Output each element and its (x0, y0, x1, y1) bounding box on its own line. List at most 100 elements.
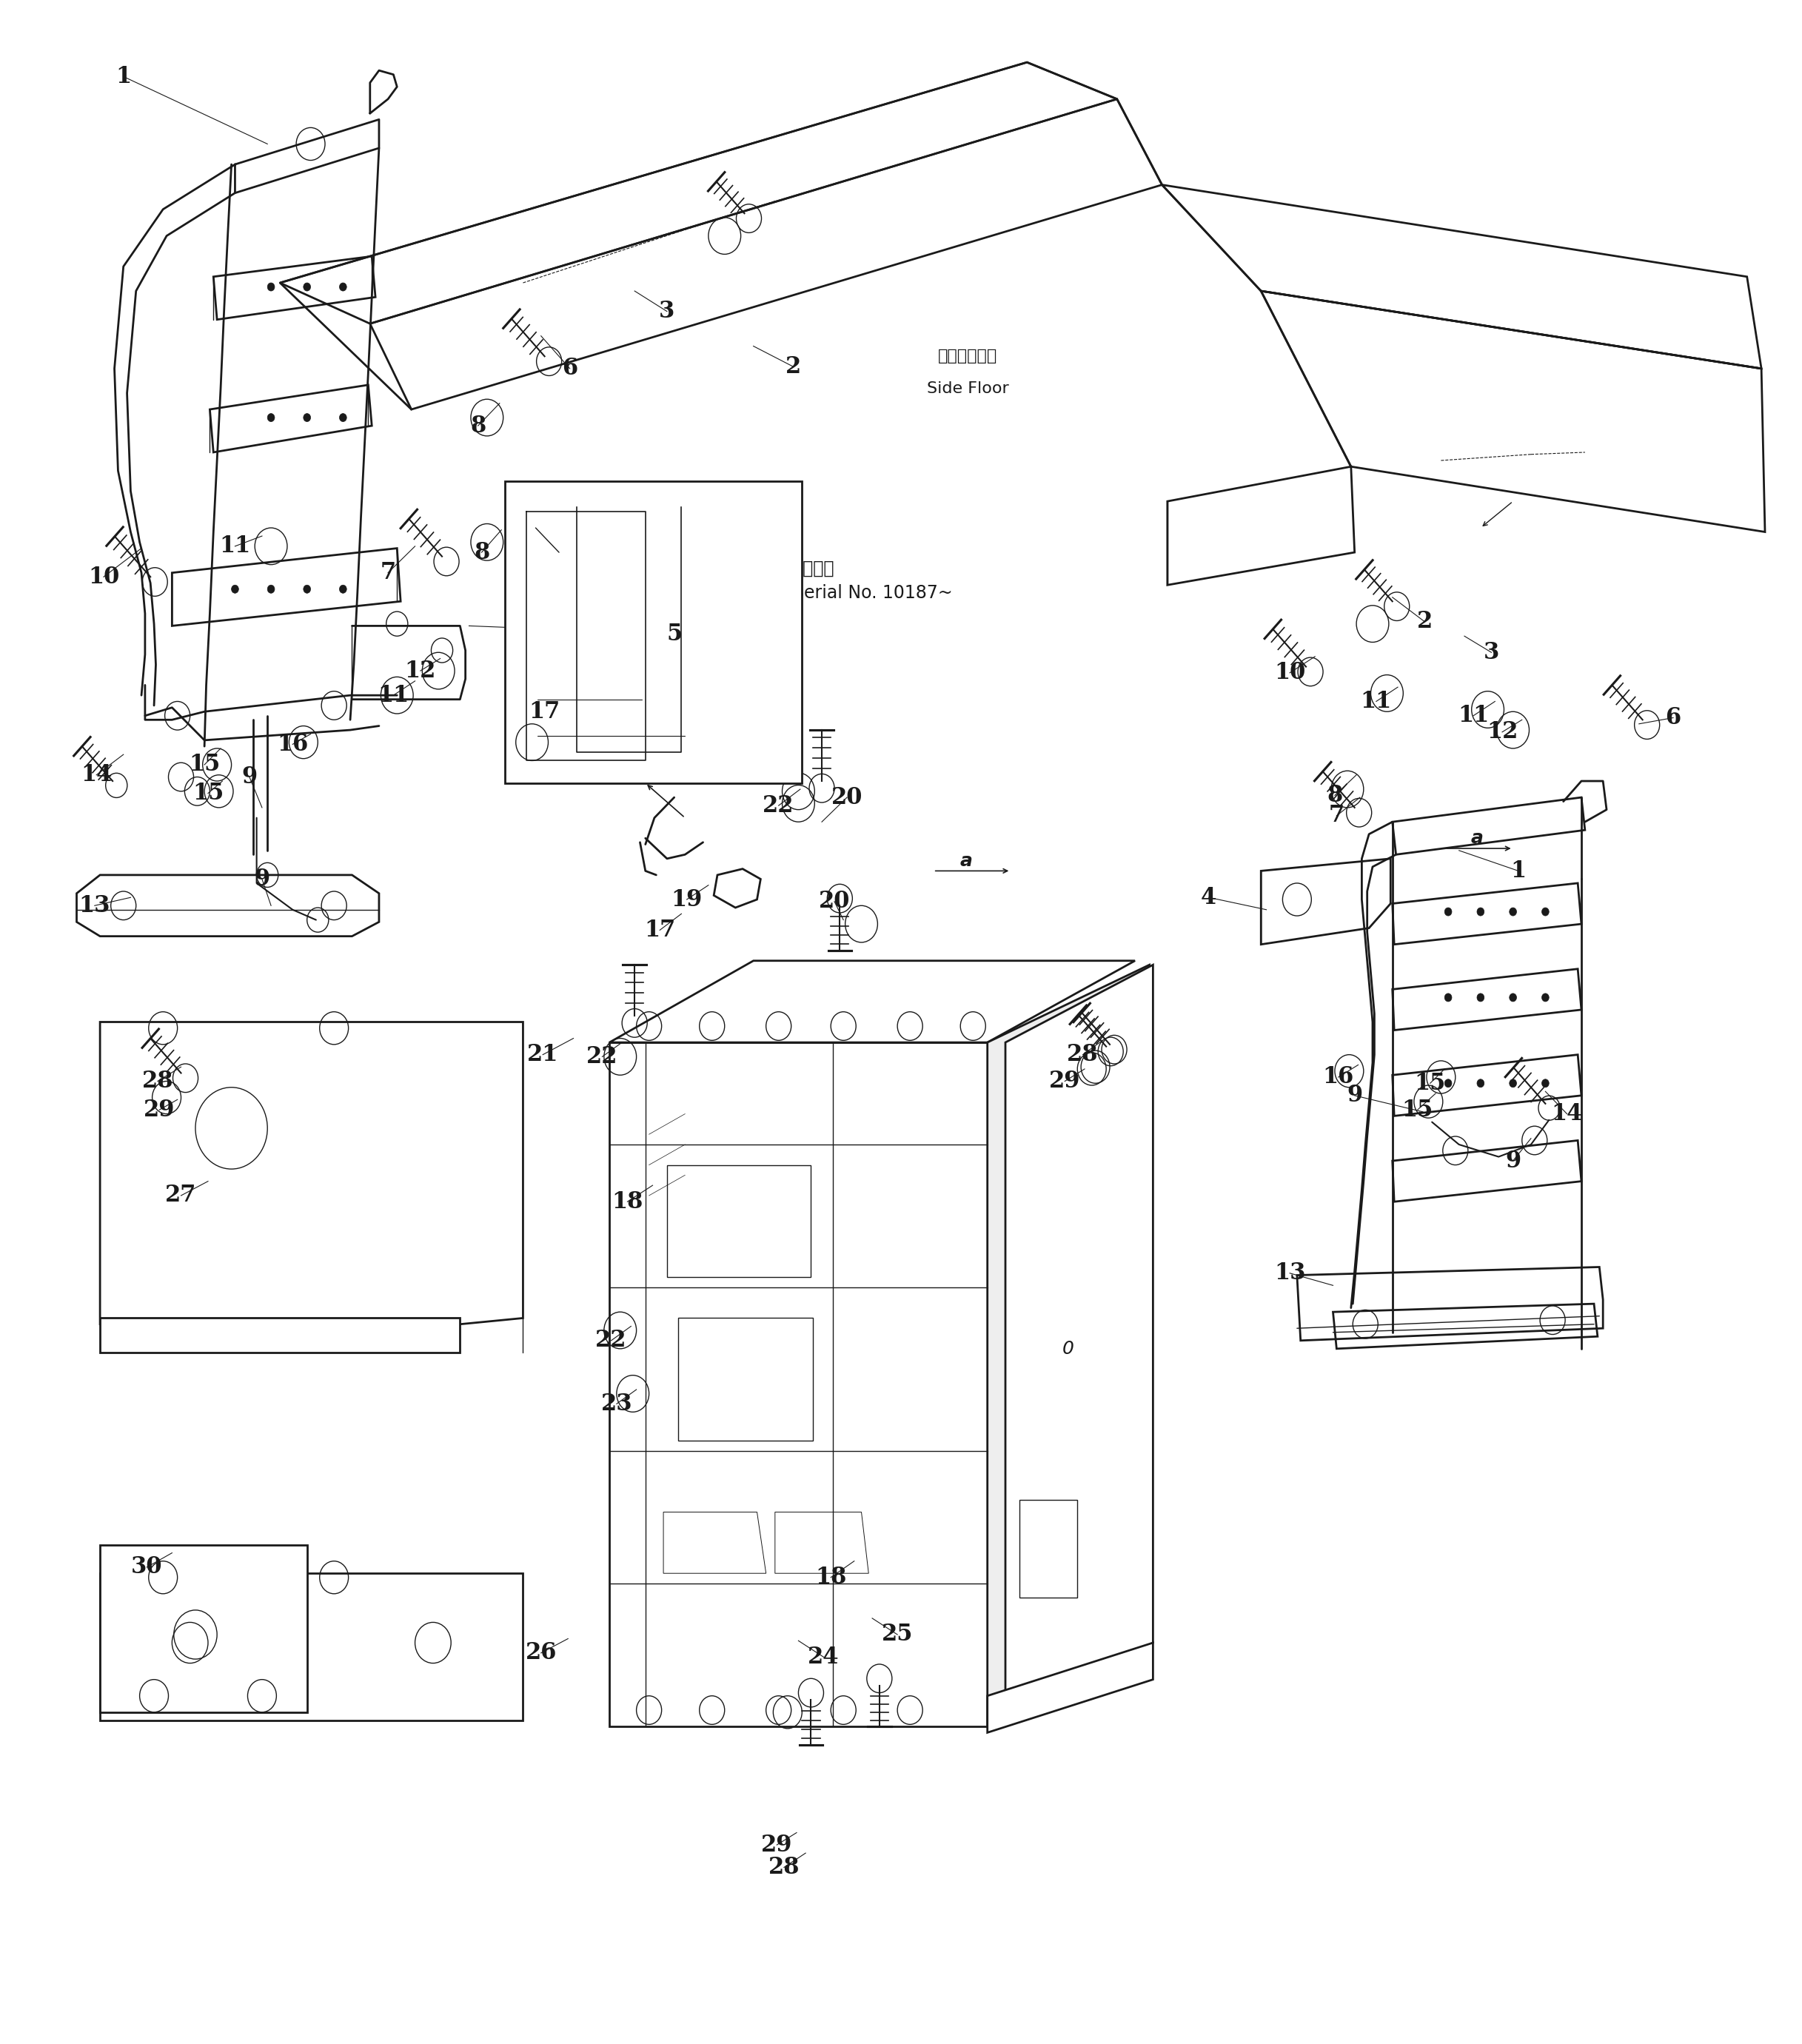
Text: 6: 6 (1665, 707, 1681, 730)
Text: 9: 9 (241, 766, 258, 789)
Text: 22: 22 (595, 1329, 627, 1351)
Text: 2: 2 (1416, 611, 1433, 634)
Text: 18: 18 (815, 1566, 847, 1588)
Text: 23: 23 (600, 1392, 633, 1414)
Text: 7: 7 (380, 562, 396, 585)
Text: 8: 8 (474, 542, 490, 564)
Text: 6: 6 (562, 358, 578, 380)
Text: 10: 10 (88, 566, 119, 589)
Text: 9: 9 (254, 867, 270, 891)
Circle shape (1543, 1079, 1550, 1087)
Circle shape (1445, 1079, 1452, 1087)
Text: 1: 1 (115, 65, 132, 88)
Text: 11: 11 (1458, 705, 1488, 728)
Polygon shape (609, 1042, 987, 1727)
Circle shape (339, 585, 346, 593)
Text: a: a (1470, 830, 1483, 846)
Circle shape (303, 585, 310, 593)
Text: a: a (959, 852, 971, 869)
Text: 13: 13 (1274, 1261, 1305, 1284)
Text: 29: 29 (1049, 1069, 1081, 1094)
Text: 28: 28 (768, 1856, 800, 1878)
Text: 28: 28 (142, 1069, 173, 1094)
Text: 25: 25 (881, 1623, 914, 1645)
Text: 適用号機
Serial No. 10187~: 適用号機 Serial No. 10187~ (793, 560, 953, 603)
Text: 29: 29 (760, 1833, 793, 1856)
Text: 13: 13 (79, 893, 110, 918)
Circle shape (339, 413, 346, 421)
Polygon shape (101, 1545, 306, 1713)
Circle shape (267, 585, 274, 593)
Text: 9: 9 (1505, 1149, 1521, 1173)
Text: 14: 14 (1552, 1102, 1582, 1126)
Polygon shape (1006, 965, 1153, 1725)
Circle shape (1543, 908, 1550, 916)
Bar (505, 480, 802, 783)
Text: Side Floor: Side Floor (926, 382, 1009, 397)
Text: 30: 30 (132, 1555, 162, 1578)
Text: 15: 15 (1402, 1098, 1433, 1122)
Text: 28: 28 (1067, 1042, 1099, 1067)
Text: 22: 22 (762, 793, 795, 818)
Circle shape (303, 282, 310, 290)
Bar (678, 1318, 813, 1441)
Polygon shape (101, 1318, 460, 1353)
Circle shape (339, 282, 346, 290)
Text: 10: 10 (1274, 662, 1305, 685)
Text: 3: 3 (1483, 642, 1499, 664)
Text: 11: 11 (220, 536, 250, 558)
Text: 17: 17 (643, 918, 676, 942)
Text: 15: 15 (193, 781, 223, 805)
Text: 24: 24 (807, 1645, 840, 1668)
Text: 21: 21 (528, 1042, 559, 1067)
Polygon shape (609, 961, 1135, 1042)
Circle shape (1543, 993, 1550, 1002)
Text: サイドフロア: サイドフロア (937, 350, 997, 364)
Text: 12: 12 (1487, 722, 1517, 744)
Circle shape (231, 585, 238, 593)
Circle shape (1510, 908, 1517, 916)
Text: 27: 27 (166, 1183, 196, 1208)
Circle shape (1445, 908, 1452, 916)
Text: 3: 3 (660, 300, 676, 323)
Text: 16: 16 (278, 734, 308, 756)
Polygon shape (987, 965, 1150, 1727)
Circle shape (1478, 1079, 1485, 1087)
Bar (667, 1165, 811, 1278)
Text: 14: 14 (81, 764, 112, 787)
Text: 5: 5 (667, 623, 681, 646)
Text: 4: 4 (1200, 885, 1216, 910)
Text: 16: 16 (1323, 1065, 1353, 1089)
Text: 26: 26 (526, 1641, 557, 1664)
Text: 7: 7 (1328, 803, 1344, 828)
Text: 19: 19 (670, 887, 703, 912)
Text: 15: 15 (1415, 1071, 1445, 1096)
Circle shape (1478, 908, 1485, 916)
Polygon shape (101, 1574, 523, 1721)
Circle shape (267, 413, 274, 421)
Polygon shape (987, 1643, 1153, 1733)
Circle shape (303, 413, 310, 421)
Circle shape (267, 282, 274, 290)
Circle shape (1478, 993, 1485, 1002)
Text: 8: 8 (1326, 783, 1342, 807)
Text: 18: 18 (611, 1190, 643, 1214)
Text: 9: 9 (1346, 1083, 1362, 1108)
Text: 0: 0 (1063, 1339, 1074, 1357)
Text: 15: 15 (189, 754, 220, 777)
Text: 2: 2 (786, 356, 800, 378)
Text: 20: 20 (818, 889, 851, 914)
Circle shape (1510, 1079, 1517, 1087)
Text: 20: 20 (831, 785, 863, 809)
Text: 17: 17 (530, 701, 560, 724)
Circle shape (1445, 993, 1452, 1002)
Text: 22: 22 (586, 1044, 618, 1069)
Text: 12: 12 (405, 660, 436, 683)
Bar (1020, 1500, 1078, 1598)
Text: 11: 11 (378, 685, 409, 707)
Circle shape (1510, 993, 1517, 1002)
Text: 8: 8 (470, 415, 487, 437)
Text: 1: 1 (1510, 858, 1526, 883)
Text: 11: 11 (1361, 691, 1391, 713)
Text: 29: 29 (144, 1098, 175, 1122)
